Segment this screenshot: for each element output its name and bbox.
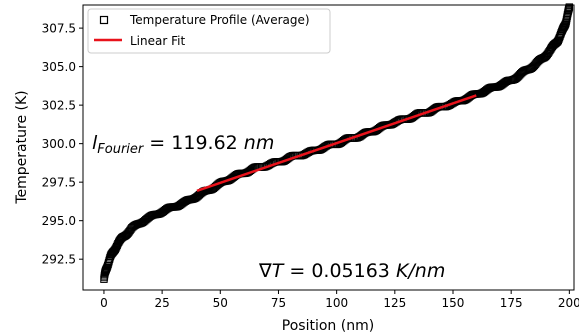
annotation-fourier-symbol: l (92, 132, 98, 154)
x-axis-label: Position (nm) (282, 318, 374, 334)
y-tick-label: 302.5 (42, 99, 76, 113)
y-axis-label: Temperature (K) (14, 90, 30, 204)
x-tick-label: 25 (154, 296, 169, 310)
annotation-fourier-unit: nm (244, 132, 275, 154)
y-tick-label: 300.0 (42, 137, 76, 151)
annotation-gradient-value: = 0.05163 (283, 260, 396, 282)
annotation-gradient: ∇T = 0.05163 K/nm (258, 260, 445, 282)
x-tick-label: 125 (383, 296, 406, 310)
legend-box (87, 8, 331, 54)
data-point (111, 245, 119, 253)
linear-fit-line (196, 94, 477, 192)
annotation-gradient-unit: K/nm (396, 260, 445, 282)
x-tick-label: 0 (100, 296, 108, 310)
x-tick-label: 50 (213, 296, 228, 310)
x-tick-label: 200 (558, 296, 579, 310)
fit-line-layer (196, 94, 477, 192)
x-tick-label: 150 (442, 296, 465, 310)
data-point (554, 37, 562, 46)
x-tick-label: 75 (271, 296, 286, 310)
annotation-fourier-value: = 119.62 (143, 132, 244, 154)
y-tick-label: 307.5 (42, 22, 76, 36)
annotation-gradient-symbol: ∇T (258, 260, 285, 282)
legend: Temperature Profile (Average) Linear Fit (87, 8, 331, 54)
plot-frame (82, 4, 575, 291)
y-axis: 292.5 295.0 297.5 300.0 302.5 305.0 307.5 (42, 22, 83, 267)
x-axis: 0 25 50 75 100 125 150 175 200 (100, 290, 579, 310)
x-tick-label: 100 (325, 296, 348, 310)
y-tick-label: 292.5 (42, 253, 76, 267)
legend-marker-square (99, 15, 109, 25)
annotation-fourier: lFourier = 119.62 nm (92, 132, 274, 157)
annotation-fourier-subscript: Fourier (97, 142, 145, 157)
data-point (565, 3, 574, 11)
x-tick-label: 175 (500, 296, 523, 310)
legend-label-linear-fit: Linear Fit (130, 34, 185, 48)
y-tick-label: 297.5 (42, 176, 76, 190)
y-tick-label: 305.0 (42, 60, 76, 74)
y-tick-label: 295.0 (42, 214, 76, 228)
legend-label-temperature-profile: Temperature Profile (Average) (129, 13, 310, 27)
